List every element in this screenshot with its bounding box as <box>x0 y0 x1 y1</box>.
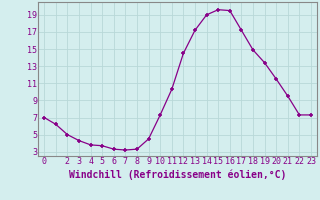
X-axis label: Windchill (Refroidissement éolien,°C): Windchill (Refroidissement éolien,°C) <box>69 169 286 180</box>
